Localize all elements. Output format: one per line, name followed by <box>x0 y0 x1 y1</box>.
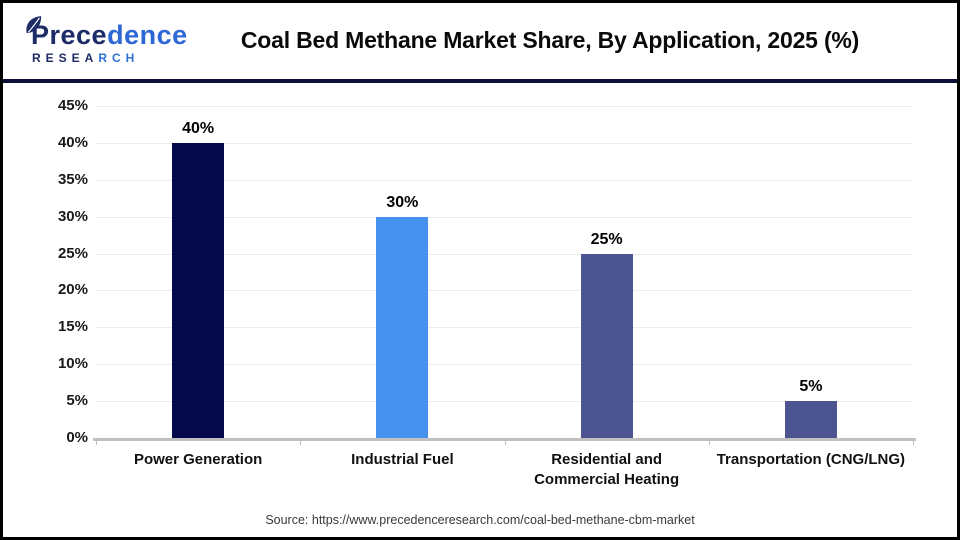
logo-word-part2: dence <box>107 19 188 50</box>
x-category-label: Power Generation <box>133 451 263 468</box>
x-category-label: Transportation (CNG/LNG) <box>716 451 906 468</box>
gridline <box>96 327 913 329</box>
logo-wordmark: Precedence <box>17 19 187 50</box>
x-category-label: Residential and Commercial Heating <box>534 451 680 488</box>
x-axis-tick <box>504 438 506 445</box>
gridline <box>96 106 913 107</box>
x-axis-tick <box>300 438 302 445</box>
bar-industrial-fuel <box>376 216 429 438</box>
gridline <box>96 179 913 181</box>
gridline <box>96 142 913 144</box>
y-tick-label: 45% <box>57 97 88 114</box>
gridline <box>96 290 913 292</box>
leaf-icon <box>26 15 42 33</box>
bar-value-label: 5% <box>799 378 823 396</box>
x-category-label: Industrial Fuel <box>351 451 454 468</box>
y-tick-label: 20% <box>57 281 88 299</box>
y-tick-label: 10% <box>57 355 88 373</box>
y-tick-label: 30% <box>57 207 88 225</box>
bar-value-label: 25% <box>590 230 623 248</box>
x-axis-tick <box>913 438 914 445</box>
bar-residential-and-commercial-heating <box>580 253 633 438</box>
x-axis-tick <box>96 438 97 445</box>
y-tick-label: 0% <box>66 429 88 446</box>
y-tick-label: 40% <box>57 133 88 151</box>
logo-word-part1: Prece <box>31 19 108 50</box>
gridline <box>96 401 913 403</box>
y-tick-label: 25% <box>57 244 88 262</box>
logo-research-line: RESEARCH <box>17 52 167 64</box>
header-divider <box>3 79 957 83</box>
gridline <box>96 364 913 366</box>
y-tick-label: 35% <box>57 170 88 188</box>
logo-research-part1: RESEA <box>32 50 99 65</box>
y-tick-label: 15% <box>57 318 88 336</box>
x-axis-tick <box>708 438 710 445</box>
bar-chart: 0% 5% 10% 15% 20% 25% 30% 35% 40% 45% 40% Power Gen… <box>3 83 957 537</box>
bar-power-generation <box>172 142 225 438</box>
gridline <box>96 253 913 255</box>
bar-transportation-cng-lng <box>784 401 837 438</box>
chart-title: Coal Bed Methane Market Share, By Applic… <box>240 27 860 53</box>
bar-value-label: 30% <box>386 193 419 211</box>
gridline <box>96 216 913 218</box>
precedence-research-logo: Precedence RESEARCH <box>17 15 187 64</box>
bar-value-label: 40% <box>182 119 215 137</box>
y-tick-label: 5% <box>66 392 88 410</box>
header: Precedence RESEARCH Coal Bed Methane Mar… <box>3 3 957 78</box>
source-citation: Source: https://www.precedenceresearch.c… <box>265 513 695 527</box>
logo-research-part2: RCH <box>98 50 140 65</box>
